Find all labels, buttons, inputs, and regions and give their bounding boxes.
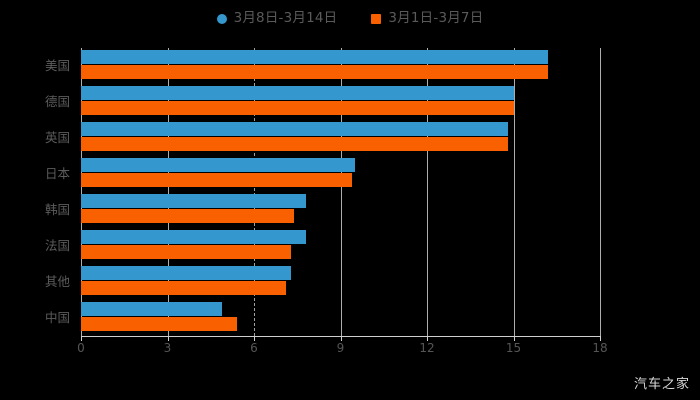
legend-item-series-0[interactable]: 3月8日-3月14日 (216, 10, 338, 27)
y-axis-label-日本: 日本 (44, 166, 70, 181)
y-axis-label-德国: 德国 (44, 94, 70, 109)
bar-row (81, 264, 600, 300)
chart-legend: 3月8日-3月14日 3月1日-3月7日 (0, 8, 700, 30)
bar-中国-series-0[interactable] (81, 302, 223, 316)
bar-日本-series-1[interactable] (81, 173, 353, 187)
y-axis-label-其他: 其他 (44, 274, 70, 289)
bar-其他-series-1[interactable] (81, 281, 286, 295)
bar-英国-series-0[interactable] (81, 122, 508, 136)
gridline-18 (600, 48, 601, 336)
y-axis-label-法国: 法国 (44, 238, 70, 253)
bar-中国-series-1[interactable] (81, 317, 237, 331)
x-tick-12 (427, 336, 428, 341)
y-axis-label-中国: 中国 (44, 310, 70, 325)
x-tick-9 (340, 336, 342, 341)
y-axis-label-美国: 美国 (44, 58, 70, 73)
bar-row (81, 120, 600, 156)
y-axis-label-韩国: 韩国 (44, 202, 70, 217)
x-tick-6 (254, 336, 255, 341)
x-tick-label-12: 12 (419, 341, 435, 355)
bar-日本-series-0[interactable] (81, 158, 355, 172)
bar-法国-series-1[interactable] (81, 245, 292, 259)
x-tick-18 (600, 336, 601, 341)
legend-marker-circle-icon (216, 14, 227, 24)
x-tick-3 (167, 336, 169, 341)
y-axis-labels: 美国德国英国日本韩国法国其他中国 (0, 48, 70, 336)
legend-item-series-1[interactable]: 3月1日-3月7日 (371, 12, 483, 26)
bar-韩国-series-0[interactable] (81, 194, 306, 208)
legend-marker-square-icon (371, 14, 382, 24)
watermark: 汽车之家 (633, 377, 690, 392)
x-tick-label-3: 3 (163, 341, 172, 355)
bar-美国-series-0[interactable] (81, 50, 549, 64)
x-tick-0 (81, 336, 82, 341)
legend-label-series-1: 3月1日-3月7日 (388, 10, 484, 27)
x-tick-label-18: 18 (592, 341, 608, 355)
legend-label-series-0: 3月8日-3月14日 (233, 10, 338, 27)
x-tick-label-0: 0 (77, 341, 85, 355)
bar-row (81, 300, 600, 336)
bar-row (81, 48, 600, 84)
x-tick-label-9: 9 (336, 341, 345, 355)
bar-row (81, 228, 600, 264)
x-tick-label-6: 6 (250, 341, 258, 355)
bar-德国-series-1[interactable] (81, 101, 514, 115)
x-tick-15 (513, 336, 515, 341)
bar-row (81, 192, 600, 228)
bar-法国-series-0[interactable] (81, 230, 306, 244)
bar-韩国-series-1[interactable] (81, 209, 295, 223)
bar-美国-series-1[interactable] (81, 65, 549, 79)
plot-area (81, 48, 601, 336)
x-tick-label-15: 15 (505, 341, 522, 355)
bar-row (81, 84, 600, 120)
bar-row (81, 156, 600, 192)
bar-rows (81, 48, 600, 336)
y-axis-label-英国: 英国 (44, 130, 70, 145)
bar-英国-series-1[interactable] (81, 137, 508, 151)
bar-其他-series-0[interactable] (81, 266, 292, 280)
bar-德国-series-0[interactable] (81, 86, 514, 100)
